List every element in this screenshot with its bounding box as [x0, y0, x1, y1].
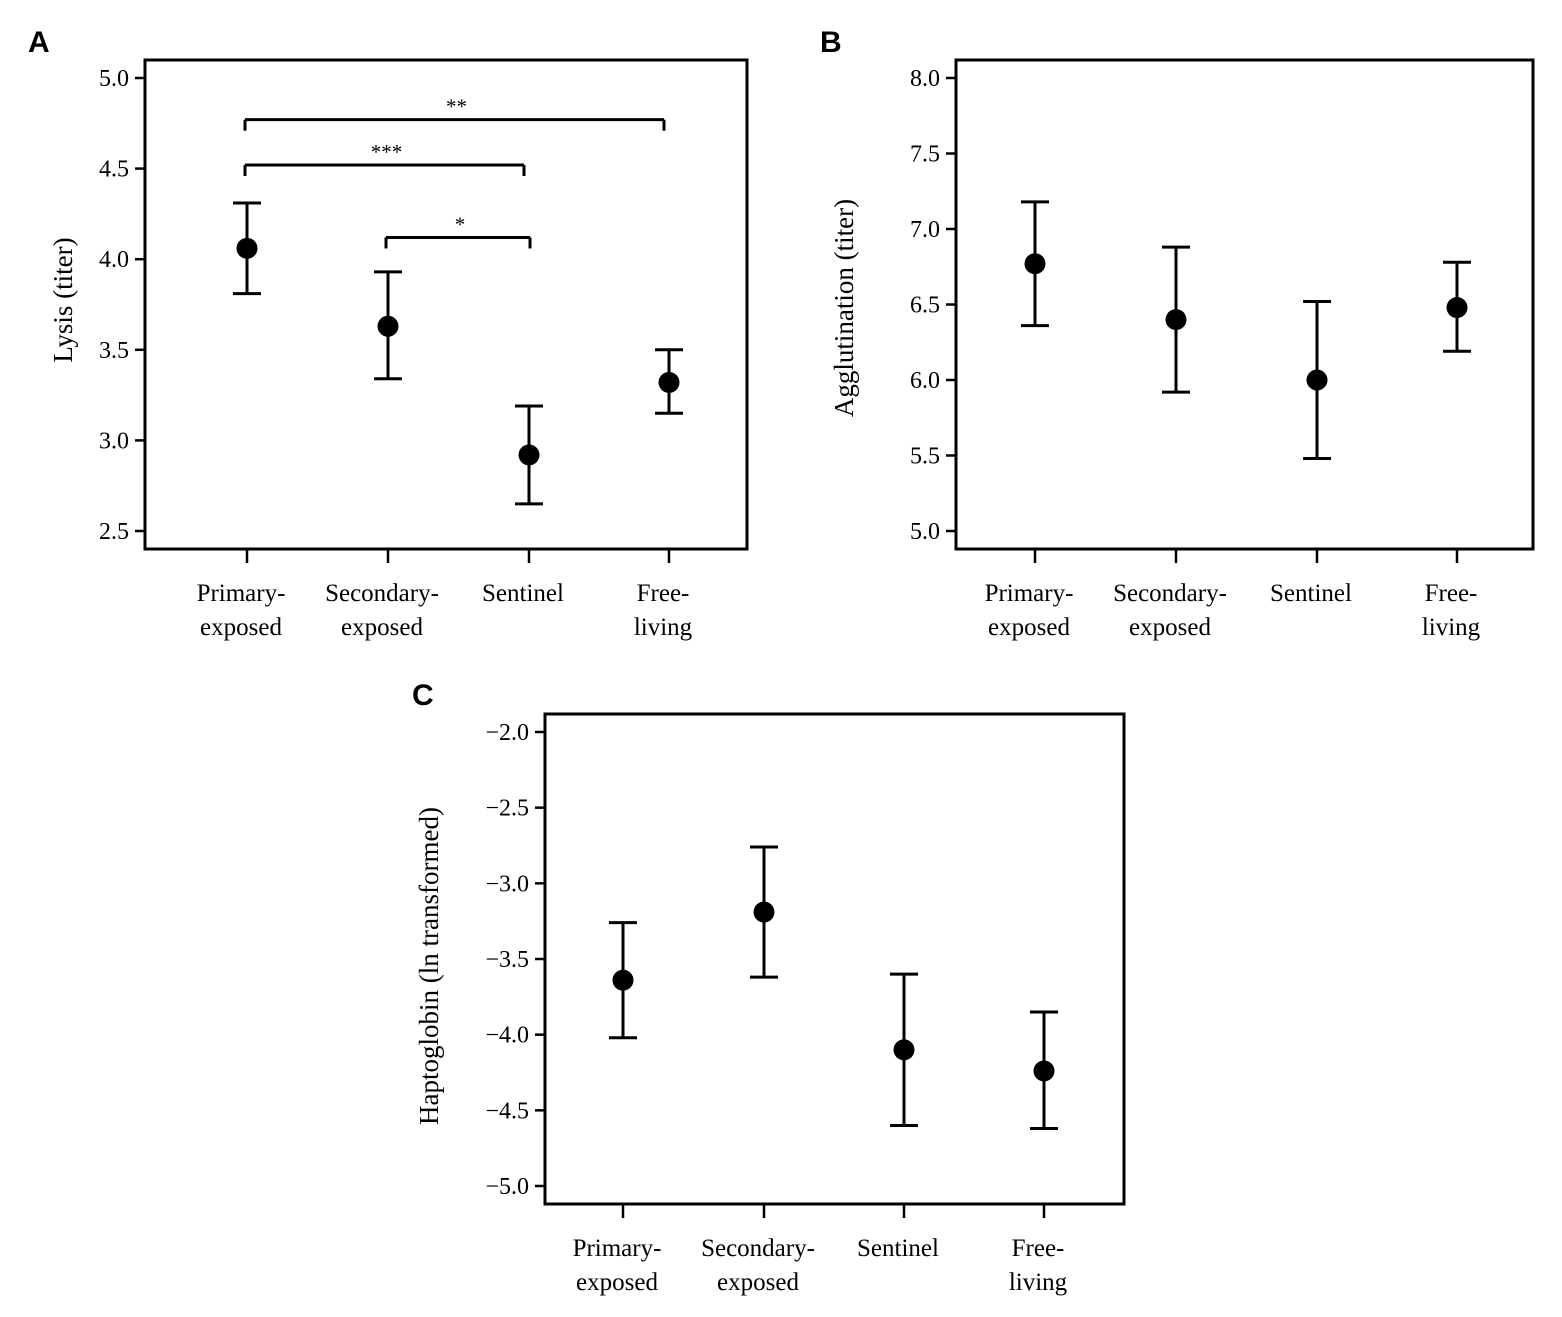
- x-category-label: Sentinel: [1270, 580, 1352, 607]
- mean-point: [1165, 309, 1187, 331]
- mean-point: [518, 444, 540, 466]
- x-category-label: Primary-: [197, 580, 286, 607]
- panel-c: C −5.0 −4.5 −4.0 −3.5 −3.0 −2.5 −2.0 Haptoglobin…: [412, 679, 1126, 1296]
- significance-label: ***: [371, 140, 403, 164]
- mean-point: [893, 1039, 915, 1061]
- y-tick-label: 3.5: [99, 338, 129, 364]
- x-category-label: Sentinel: [482, 580, 564, 607]
- y-tick-label: 6.5: [910, 293, 940, 319]
- y-tick-label: −3.5: [485, 947, 529, 973]
- y-tick-label: −2.5: [485, 796, 529, 822]
- x-category-label: Free-: [1425, 580, 1478, 607]
- y-axis-title: Agglutination (titer): [829, 199, 859, 417]
- y-tick-label: 2.5: [99, 519, 129, 545]
- x-category-label: Free-: [637, 580, 690, 607]
- y-axis-title: Haptoglobin (ln transformed): [414, 807, 444, 1125]
- y-tick-label: −2.0: [485, 720, 529, 746]
- x-category-label-line2: exposed: [341, 614, 423, 641]
- mean-point: [612, 969, 634, 991]
- mean-point: [236, 237, 258, 259]
- x-category-label: Secondary-: [1113, 580, 1227, 607]
- y-tick-label: 5.0: [99, 66, 129, 92]
- y-tick-label: 5.5: [910, 444, 940, 470]
- y-tick-label: 5.0: [910, 519, 940, 545]
- panel-letter: B: [820, 26, 842, 59]
- x-category-label-line2: exposed: [200, 614, 282, 641]
- panel-a: A 2.5 3.0 3.5 4.0 4.5 5.0 Lysis (titer) Primary-…: [28, 26, 749, 641]
- mean-point: [1024, 253, 1046, 275]
- y-tick-label: 8.0: [910, 66, 940, 92]
- y-axis-title: Lysis (titer): [48, 237, 78, 362]
- y-tick-label: 3.0: [99, 428, 129, 454]
- mean-point: [658, 371, 680, 393]
- x-category-label: Primary-: [573, 1235, 662, 1262]
- significance-label: **: [446, 95, 467, 119]
- y-tick-label: −5.0: [485, 1174, 529, 1200]
- x-category-label-line2: living: [1422, 614, 1481, 641]
- plot-frame: [954, 58, 1535, 551]
- x-category-label: Primary-: [985, 580, 1074, 607]
- y-tick-label: 6.0: [910, 368, 940, 394]
- x-category-label-line2: exposed: [1129, 614, 1211, 641]
- panel-letter: C: [412, 679, 434, 712]
- mean-point: [377, 315, 399, 337]
- y-tick-label: 4.0: [99, 247, 129, 273]
- significance-label: *: [455, 212, 466, 236]
- x-category-label: Free-: [1012, 1235, 1065, 1262]
- panel-b: B 5.0 5.5 6.0 6.5 7.0 7.5 8.0 Agglutination (tit…: [820, 26, 1535, 641]
- y-tick-label: −4.5: [485, 1098, 529, 1124]
- y-tick-label: −4.0: [485, 1023, 529, 1049]
- x-category-label: Secondary-: [701, 1235, 815, 1262]
- mean-point: [1306, 369, 1328, 391]
- panel-letter: A: [28, 26, 50, 59]
- y-tick-label: 7.0: [910, 217, 940, 243]
- x-category-label-line2: exposed: [717, 1269, 799, 1296]
- x-category-label-line2: living: [634, 614, 693, 641]
- x-category-label-line2: exposed: [576, 1269, 658, 1296]
- plot-frame: [543, 712, 1126, 1206]
- x-category-label-line2: exposed: [988, 614, 1070, 641]
- y-tick-label: 7.5: [910, 142, 940, 168]
- y-tick-label: 4.5: [99, 157, 129, 183]
- mean-point: [753, 901, 775, 923]
- y-tick-label: −3.0: [485, 871, 529, 897]
- x-category-label-line2: living: [1009, 1269, 1068, 1296]
- mean-point: [1033, 1060, 1055, 1082]
- plot-frame: [143, 58, 749, 551]
- x-category-label: Secondary-: [325, 580, 439, 607]
- x-category-label: Sentinel: [857, 1235, 939, 1262]
- mean-point: [1446, 297, 1468, 319]
